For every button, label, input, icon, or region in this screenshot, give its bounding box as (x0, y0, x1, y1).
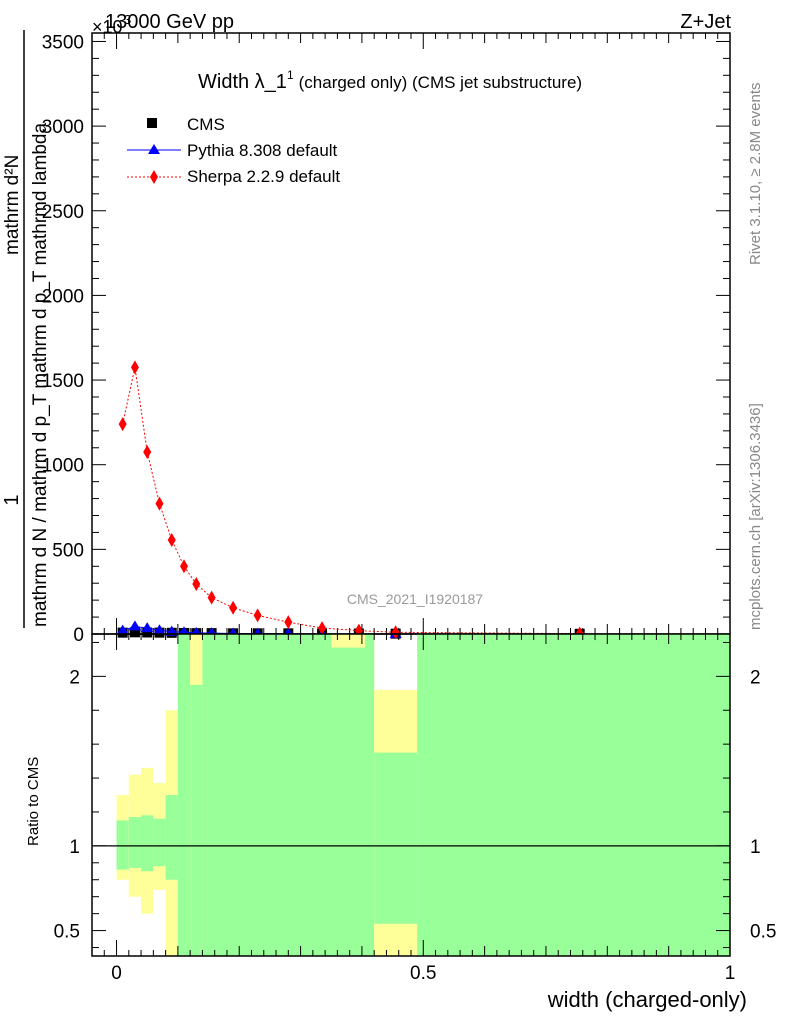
pythia-point (116, 624, 129, 635)
main-panel: Width λ_11 (charged only) (CMS jet substr… (1, 30, 731, 646)
ratio-ytick-label: 0.5 (54, 922, 80, 943)
ratio-band-inner (141, 815, 154, 872)
ratio-band-inner (190, 684, 203, 956)
ratio-band-inner (202, 634, 375, 956)
ratio-ytick-label-right: 0.5 (750, 922, 776, 943)
sherpa-point (118, 417, 127, 432)
exponent-power: 3 (124, 12, 131, 27)
ratio-ytick-label: 1 (69, 837, 80, 858)
y-axis-label-denominator: mathrm d N / mathrm d p_T mathrm d p_T m… (30, 123, 51, 627)
ratio-band-inner (153, 818, 166, 867)
ratio-band-outer (331, 634, 365, 648)
sherpa-point (284, 615, 293, 630)
pythia-point (128, 620, 141, 631)
ratio-ytick-label-right: 2 (750, 667, 761, 688)
sherpa-point (207, 590, 216, 605)
ratio-y-label: Ratio to CMS (25, 757, 42, 846)
series-line-1 (122, 625, 580, 635)
ratio-band-inner (128, 817, 142, 868)
y-axis-label-numerator: 1 (1, 494, 23, 505)
ratio-band-inner (417, 634, 730, 956)
ratio-bands (116, 634, 730, 956)
ratio-panel: 0.5 0.51 12 2 0 0.5 1 Ratio to CMS width (cha… (25, 633, 776, 1012)
ratio-band-inner (374, 752, 418, 924)
process-label: Z+Jet (680, 11, 731, 33)
sherpa-point (192, 577, 201, 592)
sherpa-point (167, 533, 176, 548)
cms-point (129, 627, 140, 638)
main-ytick-label: 2000 (42, 286, 84, 307)
mcplots-label: mcplots.cern.ch [arXiv:1306.3436] (747, 403, 764, 630)
main-title: Width λ_11 (charged only) (CMS jet substr… (198, 68, 582, 93)
main-ytick-label: 3500 (42, 32, 84, 53)
legend-sherpa-label: Sherpa 2.2.9 default (187, 167, 340, 186)
sherpa-point (253, 608, 262, 623)
pythia-point (165, 625, 178, 636)
ratio-xtick-label: 0 (111, 963, 122, 984)
cms-point (142, 627, 153, 638)
sherpa-point (143, 445, 152, 460)
main-ytick-label: 2500 (42, 202, 84, 223)
exponent-label: ×10 (92, 17, 123, 37)
y-axis-label-top: mathrm d²N (2, 155, 23, 255)
sherpa-point (229, 600, 238, 615)
legend: CMS Pythia 8.308 default Sherpa 2.2.9 de… (127, 115, 340, 186)
ratio-band-inner (165, 795, 178, 880)
sherpa-point (155, 496, 164, 511)
ratio-frame (91, 633, 731, 957)
ratio-x-ticks: 0 0.5 1 (91, 634, 736, 984)
legend-pythia-marker (148, 144, 160, 154)
pythia-point (153, 624, 166, 635)
ratio-ytick-label-right: 1 (750, 837, 761, 858)
main-y-ticks: 0 500 1000 1500 2000 2500 3000 3500 (42, 32, 730, 646)
x-axis-label: width (charged-only) (547, 987, 747, 1012)
ratio-ytick-label: 2 (69, 667, 80, 688)
sherpa-point (318, 621, 327, 636)
legend-cms-marker (147, 118, 157, 128)
ratio-xtick-label: 0.5 (410, 963, 436, 984)
ratio-y-ticks: 0.5 0.5 1 1 2 2 (54, 641, 776, 949)
main-ytick-label: 0 (73, 625, 84, 646)
legend-cms-label: CMS (187, 115, 225, 134)
rivet-label: Rivet 3.1.10, ≥ 2.8M events (747, 83, 764, 266)
ratio-band-inner (116, 820, 129, 870)
ratio-xtick-label: 1 (725, 963, 736, 984)
sherpa-point (180, 559, 189, 574)
main-ytick-label: 1500 (42, 371, 84, 392)
sherpa-point (130, 360, 139, 375)
sherpa-point (391, 625, 400, 640)
ratio-band-inner (177, 634, 191, 956)
legend-pythia-label: Pythia 8.308 default (187, 141, 338, 160)
series-line-2 (122, 367, 580, 635)
legend-sherpa-marker (150, 170, 158, 184)
main-ytick-label: 500 (52, 540, 84, 561)
energy-label: 13000 GeV pp (105, 11, 234, 33)
pythia-point (141, 622, 154, 633)
watermark: CMS_2021_I1920187 (347, 591, 483, 607)
main-ytick-label: 3000 (42, 117, 84, 138)
main-ytick-label: 1000 (42, 456, 84, 477)
